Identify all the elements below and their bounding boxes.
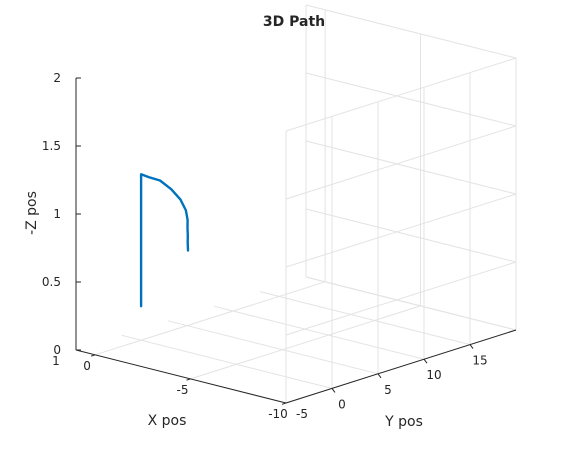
y-tick-label: -5 <box>296 407 308 421</box>
y-tick-label: 0 <box>338 397 346 411</box>
x-axis-line <box>75 349 287 404</box>
y-axis-label: Y pos <box>384 414 423 430</box>
z-tick-label: 0.5 <box>42 275 61 289</box>
z-axis-label: -Z pos <box>24 191 40 235</box>
back-wall-grid-horizontal <box>285 57 517 132</box>
z-tick-label: 1 <box>53 207 61 221</box>
axis-lines <box>75 77 517 405</box>
y-tick-mark <box>469 344 474 349</box>
floor-grid-line-x <box>94 281 326 356</box>
back-wall-grid-horizontal <box>285 261 517 336</box>
side-wall-grid-horizontal <box>305 140 517 195</box>
back-wall-grid-horizontal <box>285 125 517 200</box>
path-line <box>139 173 190 308</box>
z-tick-label: 2 <box>53 71 61 85</box>
floor-grid-line-y <box>121 334 333 389</box>
floor-grid-line-y <box>259 291 471 346</box>
y-axis-line <box>285 329 517 404</box>
y-tick-label: 10 <box>426 368 441 382</box>
y-tick-mark <box>377 373 382 379</box>
x-tick-label: -10 <box>268 407 288 421</box>
back-wall-grid-horizontal <box>285 193 517 268</box>
y-tick-mark <box>423 358 428 364</box>
y-tick-mark <box>331 388 336 393</box>
side-wall-grid-horizontal <box>305 72 517 127</box>
x-tick-mark <box>281 402 287 405</box>
x-tick-label: 1 <box>52 354 60 368</box>
floor-grid-line-x <box>190 305 421 380</box>
x-tick-label: -5 <box>177 383 189 397</box>
floor-grid-line-y <box>213 305 425 360</box>
side-wall-grid-horizontal <box>305 4 517 59</box>
x-axis-label: X pos <box>148 413 187 429</box>
chart-title: 3D Path <box>263 14 325 30</box>
path-series <box>139 173 190 308</box>
grid-lines <box>94 4 517 404</box>
z-tick-label: 1.5 <box>42 139 61 153</box>
y-tick-label: 5 <box>384 383 392 397</box>
z-tick-label: 0 <box>53 343 61 357</box>
side-wall-grid-horizontal <box>305 276 517 331</box>
floor-grid-line-y <box>167 320 379 375</box>
y-tick-label: 15 <box>472 354 487 368</box>
x-tick-mark <box>186 378 191 381</box>
side-wall-grid-horizontal <box>305 208 517 263</box>
x-tick-mark <box>90 354 96 357</box>
x-tick-label: 0 <box>83 359 91 373</box>
